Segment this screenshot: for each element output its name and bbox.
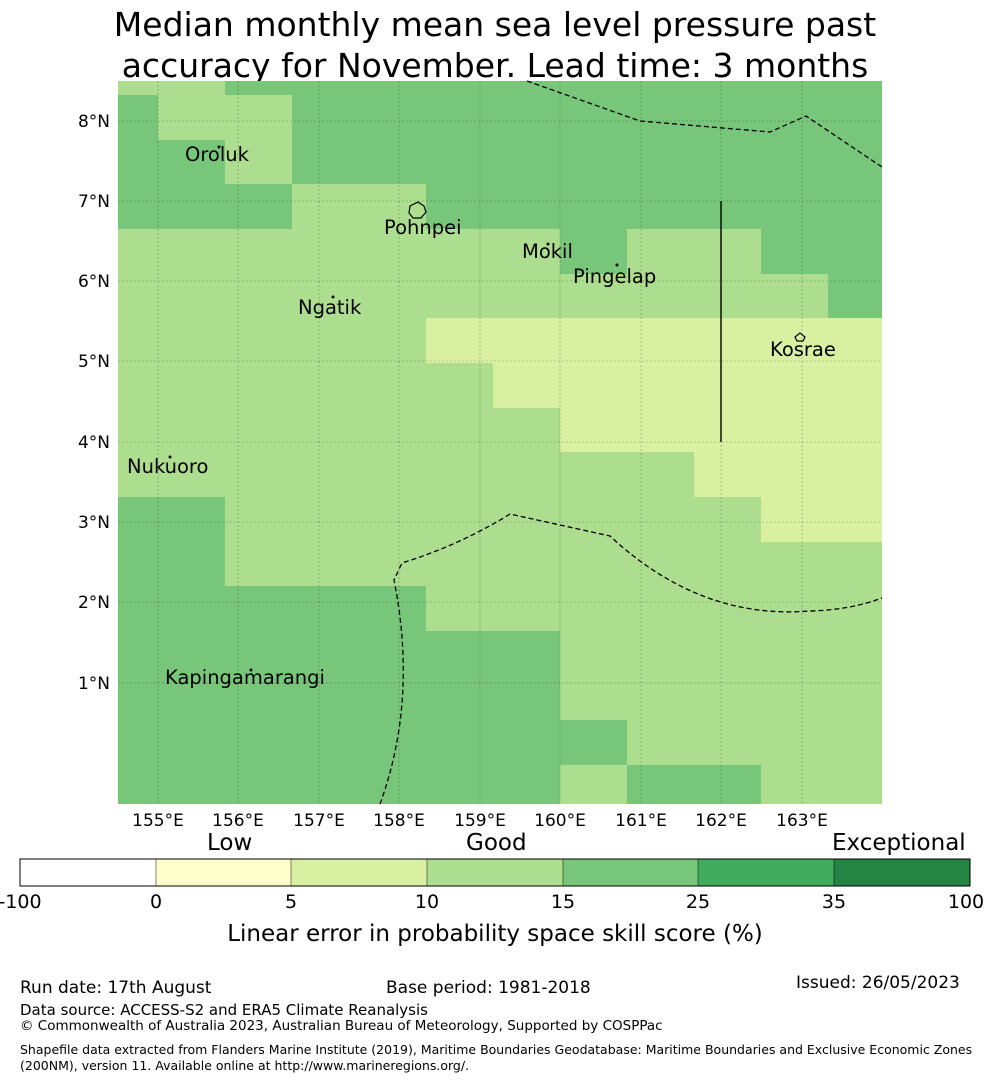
colorbar-tick: 0 xyxy=(150,891,162,913)
eez-boundaries xyxy=(379,80,883,805)
kosrae-island-outline xyxy=(794,332,806,342)
colorbar-swatch xyxy=(20,859,156,886)
oroluk-atoll xyxy=(217,145,221,149)
map-figure: Oroluk Pohnpei Mokil Pingelap Ngatik Kos… xyxy=(0,80,984,947)
data-source: Data source: ACCESS-S2 and ERA5 Climate … xyxy=(20,1001,428,1019)
place-label: Ngatik xyxy=(298,296,362,319)
place-label: Mokil xyxy=(522,240,573,263)
colorbar xyxy=(19,858,971,887)
lat-label: 5°N xyxy=(78,352,110,372)
ngatik-atoll xyxy=(331,295,335,299)
lat-label: 1°N xyxy=(78,674,110,694)
shapefile-credit-line-2: (200NM), version 11. Available online at… xyxy=(20,1058,470,1073)
lat-label: 4°N xyxy=(78,433,110,453)
colorbar-frame xyxy=(19,858,971,887)
pingelap-atoll xyxy=(615,263,619,267)
lat-label: 7°N xyxy=(78,192,110,212)
colorbar-tick: -100 xyxy=(0,891,42,913)
colorbar-swatch xyxy=(427,859,563,886)
skill-grid xyxy=(118,81,882,804)
category-low-label: Low xyxy=(207,830,253,856)
lat-label: 2°N xyxy=(78,593,110,613)
place-label: Pohnpei xyxy=(384,216,462,239)
chart-title: Median monthly mean sea level pressure p… xyxy=(0,4,990,86)
lon-label: 160°E xyxy=(534,811,586,831)
islands xyxy=(168,145,806,672)
place-label: Oroluk xyxy=(185,143,250,166)
colorbar-tick: 100 xyxy=(948,891,984,913)
colorbar-swatch xyxy=(291,859,427,886)
colorbar-tick: 35 xyxy=(822,891,846,913)
grid-region-15-25 xyxy=(118,81,882,804)
copyright: © Commonwealth of Australia 2023, Austra… xyxy=(20,1018,663,1034)
colorbar-swatch xyxy=(698,859,834,886)
colorbar-ticks: -100 0 5 10 15 25 35 100 xyxy=(0,891,984,913)
lon-label: 159°E xyxy=(454,811,506,831)
colorbar-swatch xyxy=(563,859,698,886)
colorbar-tick: 25 xyxy=(686,891,710,913)
pohnpei-island-outline xyxy=(408,201,427,219)
lon-label: 155°E xyxy=(132,811,184,831)
title-line-2: accuracy for November. Lead time: 3 mont… xyxy=(121,46,869,85)
colorbar-label: Linear error in probability space skill … xyxy=(227,921,763,947)
mokil-atoll xyxy=(546,242,550,246)
place-labels: Oroluk Pohnpei Mokil Pingelap Ngatik Kos… xyxy=(127,143,836,689)
lon-label: 158°E xyxy=(373,811,425,831)
issued-date: Issued: 26/05/2023 xyxy=(796,973,960,993)
gridlines xyxy=(118,81,882,804)
nukuoro-atoll xyxy=(168,455,172,459)
place-label: Kapingamarangi xyxy=(165,666,325,689)
grid-region-5-10 xyxy=(426,318,882,542)
category-good-label: Good xyxy=(466,830,527,856)
place-label: Kosrae xyxy=(770,338,836,361)
lon-labels: 155°E 156°E 157°E 158°E 159°E 160°E 161°… xyxy=(132,811,828,831)
place-label: Pingelap xyxy=(573,265,656,288)
shapefile-credit: Shapefile data extracted from Flanders M… xyxy=(20,1042,972,1074)
colorbar-tick: 5 xyxy=(285,891,297,913)
lat-label: 3°N xyxy=(78,513,110,533)
colorbar-tick: 10 xyxy=(415,891,439,913)
lon-label: 157°E xyxy=(293,811,345,831)
lon-label: 161°E xyxy=(615,811,667,831)
shapefile-credit-line-1: Shapefile data extracted from Flanders M… xyxy=(20,1042,973,1057)
place-label: Nukuoro xyxy=(127,455,208,478)
lat-label: 6°N xyxy=(78,272,110,292)
kapingamarangi-atoll xyxy=(249,668,253,672)
colorbar-swatch xyxy=(834,859,970,886)
run-date: Run date: 17th August xyxy=(20,978,212,998)
colorbar-swatch xyxy=(156,859,291,886)
category-exceptional-label: Exceptional xyxy=(832,830,966,856)
lon-label: 163°E xyxy=(776,811,828,831)
title-line-1: Median monthly mean sea level pressure p… xyxy=(113,5,877,44)
base-period: Base period: 1981-2018 xyxy=(386,978,591,998)
eez-boundary-south xyxy=(379,513,883,805)
eez-boundary-north xyxy=(526,80,883,168)
lat-labels: 8°N 7°N 6°N 5°N 4°N 3°N 2°N 1°N xyxy=(78,112,110,694)
lon-label: 162°E xyxy=(695,811,747,831)
lat-label: 8°N xyxy=(78,112,110,132)
lon-label: 156°E xyxy=(212,811,264,831)
colorbar-tick: 15 xyxy=(551,891,575,913)
